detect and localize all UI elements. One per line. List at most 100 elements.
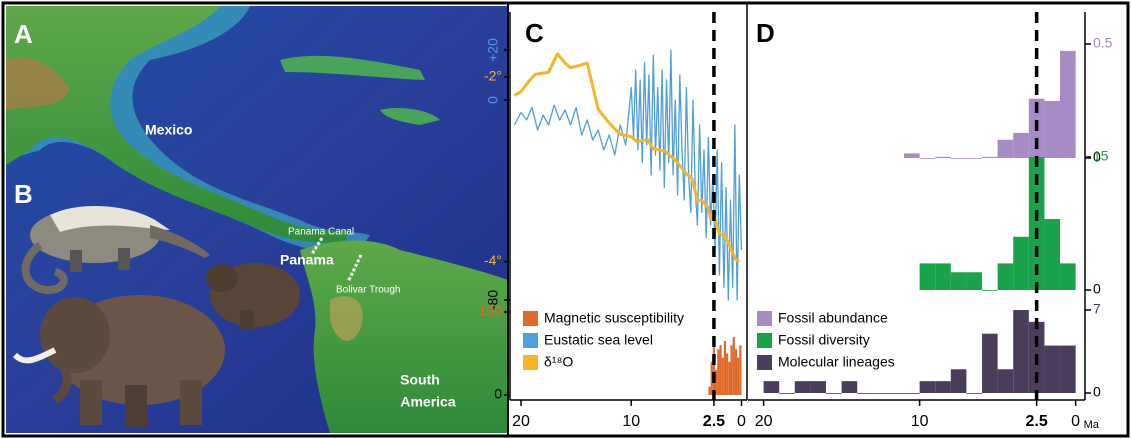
bar xyxy=(794,381,811,393)
bar xyxy=(997,263,1014,290)
bar xyxy=(982,290,998,291)
bar xyxy=(708,386,711,395)
legend-swatch xyxy=(757,333,772,348)
bar xyxy=(919,158,936,159)
bar xyxy=(904,393,920,394)
bar xyxy=(1060,345,1076,393)
bar xyxy=(935,263,951,290)
x-tick-label: 2.5 xyxy=(1026,413,1048,430)
bar xyxy=(1044,101,1061,158)
y-tick-label: 100 xyxy=(479,303,503,319)
bar xyxy=(721,357,724,395)
y-tick-label: 0 xyxy=(485,96,501,104)
x-tick-label: 10 xyxy=(911,413,929,430)
bar xyxy=(734,349,738,395)
bar xyxy=(732,336,735,395)
bar xyxy=(904,153,920,158)
bar xyxy=(710,361,713,395)
legend-label: Fossil abundance xyxy=(778,310,888,326)
bar xyxy=(997,369,1014,393)
y-tick-label: -2° xyxy=(484,68,502,84)
x-tick-label: 0 xyxy=(737,413,746,430)
canal-marker xyxy=(310,237,324,255)
ground-sloth xyxy=(206,263,300,330)
x-tick-label: 20 xyxy=(512,413,530,430)
legend-label: δ¹⁸O xyxy=(544,354,573,370)
panel-label: D xyxy=(756,18,775,48)
legend-swatch xyxy=(523,311,538,326)
y-tick-label: 0 xyxy=(1093,384,1101,400)
bar xyxy=(919,381,936,393)
bar xyxy=(888,393,905,394)
bar xyxy=(730,345,733,395)
bar xyxy=(719,345,722,395)
y-tick-label: 0.5 xyxy=(1093,35,1113,51)
bar xyxy=(841,381,858,393)
x-tick-label: 20 xyxy=(755,413,773,430)
bar xyxy=(966,158,983,159)
bar xyxy=(919,263,936,290)
mountains xyxy=(6,57,70,110)
bar xyxy=(1060,263,1076,290)
legend-swatch xyxy=(523,355,538,370)
bar xyxy=(966,272,983,290)
legend-swatch xyxy=(523,333,538,348)
land-south-america xyxy=(300,240,508,433)
map: A B Mexico Panama Canal Panama Bolivar T… xyxy=(6,6,508,433)
bar xyxy=(712,336,716,395)
legend-label: Eustatic sea level xyxy=(544,332,653,348)
panel-label: A xyxy=(14,19,33,49)
bar xyxy=(1060,50,1076,159)
bar xyxy=(982,333,998,393)
bar xyxy=(950,272,967,290)
series-line xyxy=(513,49,743,301)
bar xyxy=(1044,219,1061,290)
y-tick-label: 0 xyxy=(1093,281,1101,297)
y-tick-label: 7 xyxy=(1093,301,1101,317)
map-label: Panama Canal xyxy=(288,227,354,238)
andes xyxy=(330,296,363,341)
x-axis-label: Ma xyxy=(1084,419,1100,431)
bar xyxy=(872,393,889,394)
bar xyxy=(935,156,951,158)
bar xyxy=(857,393,873,394)
bar xyxy=(739,345,742,395)
y-tick-label: -80 xyxy=(485,290,501,310)
bar xyxy=(826,393,842,394)
land-central-america xyxy=(6,6,350,243)
y-tick-label: +20 xyxy=(485,38,501,62)
legend-swatch xyxy=(757,355,772,370)
bar xyxy=(997,139,1014,158)
bar xyxy=(1028,157,1045,290)
caribbean-islands xyxy=(280,55,440,125)
bar xyxy=(737,357,740,395)
panel-label: B xyxy=(14,179,33,209)
bar xyxy=(935,381,951,393)
bar xyxy=(950,369,967,393)
bar xyxy=(810,381,827,393)
bar xyxy=(763,381,780,393)
legend-swatch xyxy=(757,311,772,326)
bar xyxy=(726,353,729,395)
bar xyxy=(715,370,718,395)
y-tick-label: -4° xyxy=(484,252,502,268)
bar xyxy=(950,158,967,159)
anteater xyxy=(21,205,210,295)
x-tick-label: 10 xyxy=(622,413,640,430)
map-label: America xyxy=(400,394,455,410)
y-tick-label: 0 xyxy=(494,386,502,402)
bar xyxy=(717,349,720,395)
map-label: Mexico xyxy=(145,122,192,138)
bar xyxy=(728,361,731,395)
map-label: Bolivar Trough xyxy=(336,285,400,296)
map-label: South xyxy=(400,372,440,388)
bar xyxy=(966,393,983,394)
mammoth xyxy=(12,295,225,427)
bar xyxy=(1013,236,1029,290)
x-tick-label: 0 xyxy=(1071,413,1080,430)
y-tick-label: 0 xyxy=(1093,149,1101,165)
bar xyxy=(1013,310,1029,393)
legend-label: Fossil diversity xyxy=(778,332,870,348)
